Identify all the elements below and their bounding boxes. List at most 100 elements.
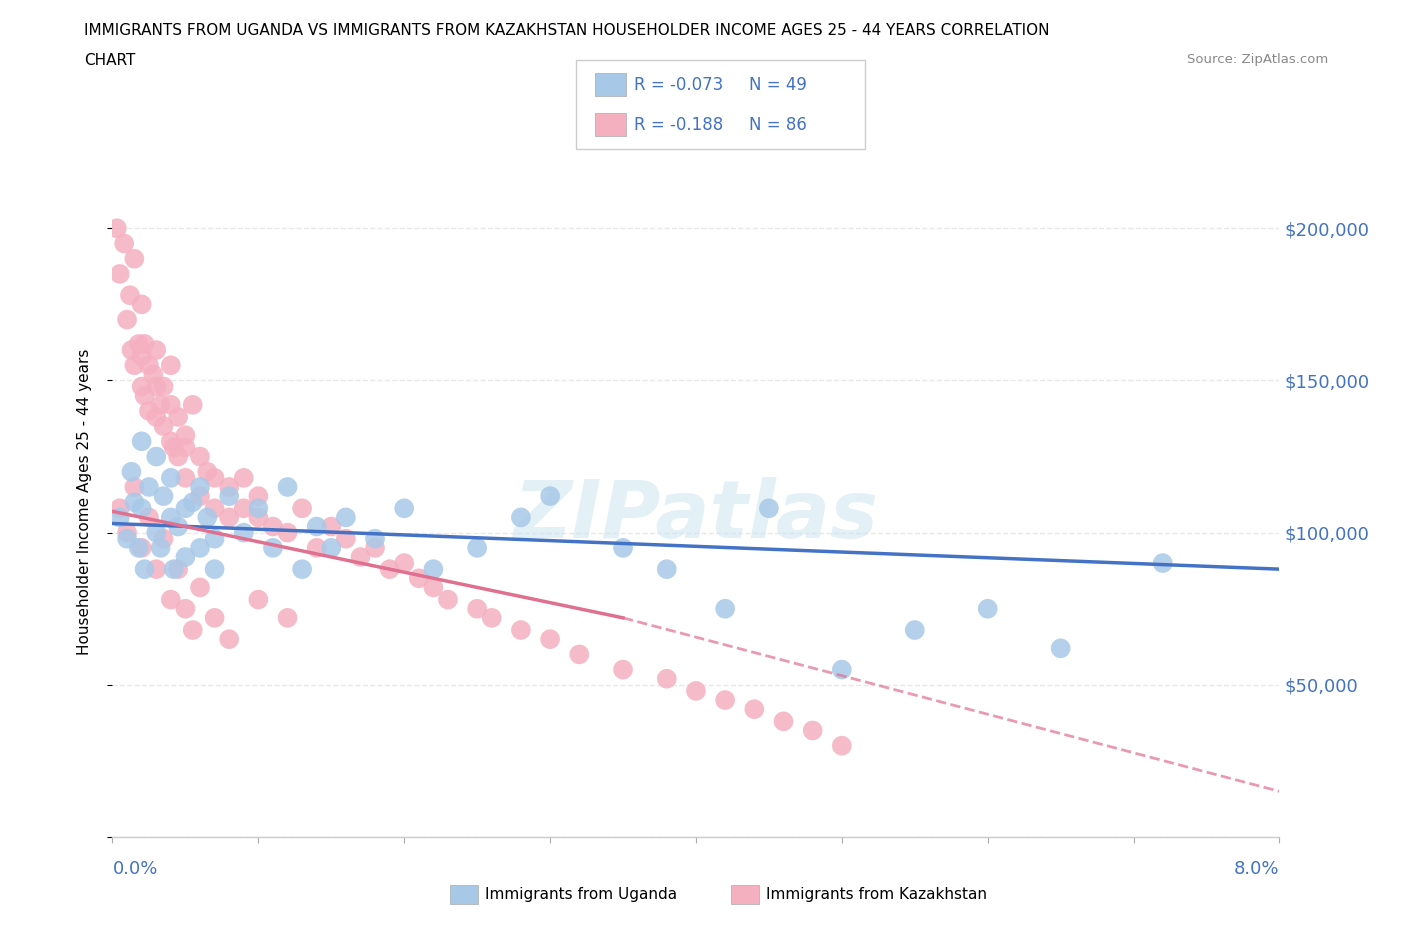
Point <box>145 342 167 357</box>
Point <box>108 510 131 525</box>
Point <box>247 501 270 516</box>
Point <box>152 531 174 546</box>
Y-axis label: Householder Income Ages 25 - 44 years: Householder Income Ages 25 - 44 years <box>77 349 91 656</box>
Point <box>145 562 167 577</box>
Point <box>218 510 240 525</box>
Text: R = -0.188: R = -0.188 <box>634 116 723 134</box>
Point <box>152 488 174 503</box>
Point <box>142 367 165 382</box>
Point <box>612 662 634 677</box>
Point <box>655 562 678 577</box>
Point <box>465 540 488 555</box>
Point <box>174 602 197 617</box>
Point <box>437 592 460 607</box>
Text: N = 49: N = 49 <box>749 76 807 94</box>
Point <box>115 531 138 546</box>
Point <box>262 519 284 534</box>
Point <box>204 562 226 577</box>
Point <box>181 622 204 637</box>
Point <box>364 531 387 546</box>
Point <box>163 440 186 455</box>
Point <box>160 471 183 485</box>
Point <box>167 562 190 577</box>
Point <box>422 580 444 595</box>
Point <box>118 287 141 302</box>
Point <box>742 702 765 717</box>
Point <box>145 379 167 394</box>
Point <box>174 471 197 485</box>
Point <box>392 501 416 516</box>
Point <box>134 388 156 403</box>
Point <box>138 480 160 495</box>
Text: CHART: CHART <box>84 53 136 68</box>
Point <box>124 251 146 266</box>
Point <box>131 540 153 555</box>
Point <box>105 220 128 235</box>
Point <box>112 236 135 251</box>
Point <box>714 693 737 708</box>
Point <box>160 397 183 412</box>
Point <box>247 488 270 503</box>
Point <box>655 671 678 686</box>
Text: IMMIGRANTS FROM UGANDA VS IMMIGRANTS FROM KAZAKHSTAN HOUSEHOLDER INCOME AGES 25 : IMMIGRANTS FROM UGANDA VS IMMIGRANTS FRO… <box>84 23 1050 38</box>
Point <box>335 510 357 525</box>
Point <box>204 610 226 625</box>
Point <box>1152 555 1174 570</box>
Point <box>247 592 270 607</box>
Point <box>181 397 204 412</box>
Point <box>160 358 183 373</box>
Point <box>138 510 160 525</box>
Point <box>976 602 998 617</box>
Point <box>392 555 416 570</box>
Point <box>204 501 226 516</box>
Point <box>904 622 927 637</box>
Text: Source: ZipAtlas.com: Source: ZipAtlas.com <box>1188 53 1329 66</box>
Point <box>152 379 174 394</box>
Point <box>291 501 314 516</box>
Point <box>160 510 183 525</box>
Text: R = -0.073: R = -0.073 <box>634 76 723 94</box>
Point <box>321 540 343 555</box>
Text: 8.0%: 8.0% <box>1234 860 1279 878</box>
Point <box>134 562 156 577</box>
Text: 0.0%: 0.0% <box>112 860 157 878</box>
Point <box>188 480 211 495</box>
Point <box>108 501 131 516</box>
Point <box>124 495 146 510</box>
Point <box>108 267 131 282</box>
Point <box>204 471 226 485</box>
Point <box>120 464 142 479</box>
Point <box>509 622 531 637</box>
Point <box>685 684 707 698</box>
Point <box>195 464 218 479</box>
Point <box>167 449 190 464</box>
Point <box>232 525 254 540</box>
Point <box>128 337 150 352</box>
Point <box>131 434 153 449</box>
Point <box>181 495 204 510</box>
Point <box>335 531 357 546</box>
Point <box>145 409 167 424</box>
Point <box>509 510 531 525</box>
Point <box>305 519 328 534</box>
Point <box>149 540 172 555</box>
Text: Immigrants from Uganda: Immigrants from Uganda <box>485 887 678 902</box>
Point <box>772 714 794 729</box>
Point <box>276 525 298 540</box>
Point <box>124 480 146 495</box>
Point <box>131 379 153 394</box>
Point <box>801 723 824 737</box>
Point <box>134 337 156 352</box>
Point <box>831 738 853 753</box>
Point <box>276 480 298 495</box>
Point <box>276 610 298 625</box>
Point <box>138 404 160 418</box>
Point <box>131 297 153 312</box>
Point <box>247 510 270 525</box>
Point <box>714 602 737 617</box>
Point <box>538 488 561 503</box>
Point <box>167 409 190 424</box>
Point <box>831 662 853 677</box>
Point <box>174 428 197 443</box>
Point <box>160 592 183 607</box>
